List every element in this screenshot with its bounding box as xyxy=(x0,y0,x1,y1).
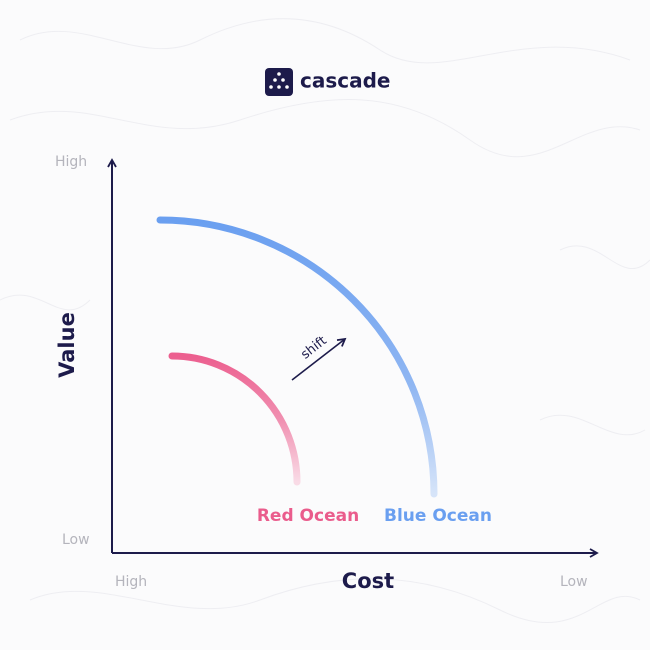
blue-ocean-label: Blue Ocean xyxy=(384,506,492,526)
logo: cascade xyxy=(265,68,391,96)
background-pattern xyxy=(0,18,650,623)
shift-arrow xyxy=(291,337,347,381)
blue-ocean-curve xyxy=(156,216,438,498)
y-high-label: High xyxy=(55,154,87,170)
logo-icon xyxy=(265,68,293,96)
x-high-label: High xyxy=(115,574,147,590)
x-axis-title: Cost xyxy=(342,569,394,593)
red-ocean-label: Red Ocean xyxy=(257,506,359,526)
shift-label: shift xyxy=(298,333,329,362)
x-low-label: Low xyxy=(560,574,588,590)
brand-name: cascade xyxy=(300,69,391,93)
y-axis-title: Value xyxy=(55,312,79,378)
y-low-label: Low xyxy=(62,532,90,548)
red-ocean-curve xyxy=(168,352,301,486)
